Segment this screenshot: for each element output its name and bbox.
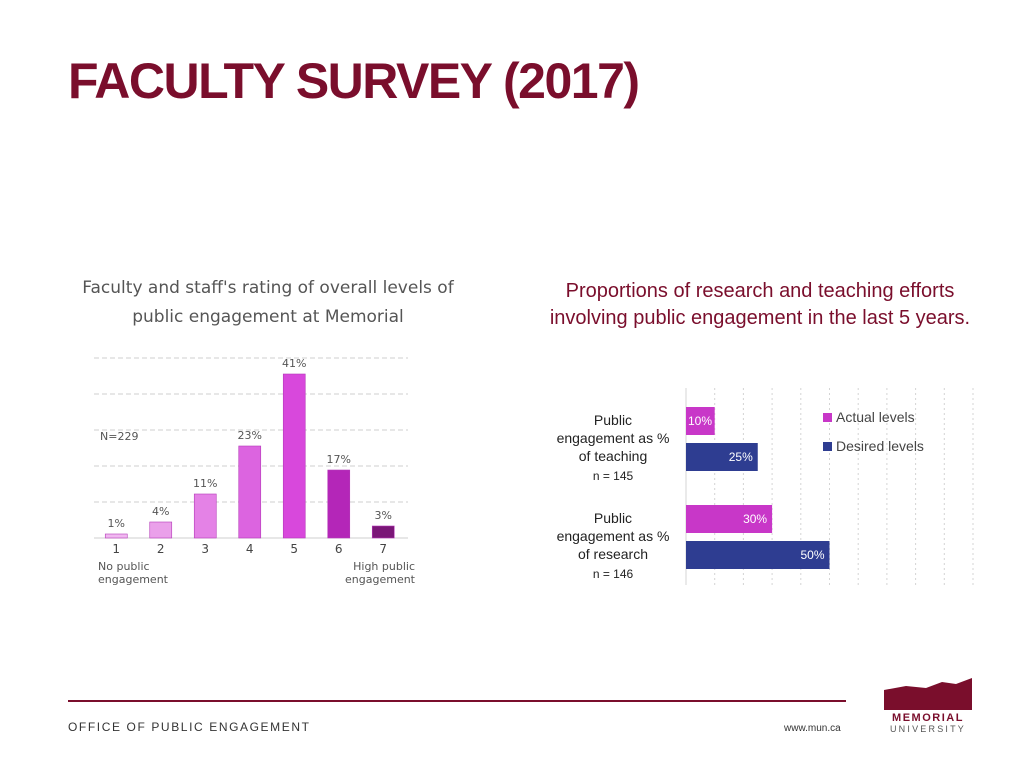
data-label-desired-teaching: 25% xyxy=(729,450,753,464)
value-label-rating-7: 3% xyxy=(375,509,392,522)
legend-swatch-actual xyxy=(823,413,832,422)
tick-label-7: 7 xyxy=(379,542,387,556)
data-label-actual-teaching: 10% xyxy=(688,414,712,428)
bar-rating-5 xyxy=(282,373,306,539)
legend-label-actual: Actual levels xyxy=(836,409,915,425)
logo-text-memorial: MEMORIAL xyxy=(892,712,964,724)
bar-rating-3 xyxy=(193,493,217,539)
memorial-university-logo: MEMORIAL UNIVERSITY xyxy=(884,678,972,734)
left-chart-title-line-1: Faculty and staff's rating of overall le… xyxy=(82,278,454,298)
category-label-line-2: engagement as % xyxy=(557,528,670,544)
sample-size-label: N=229 xyxy=(100,430,138,443)
engagement-bar-chart: 10% 25% Public engagement as % of teaching n … xyxy=(557,388,974,585)
value-label-rating-3: 11% xyxy=(193,477,217,490)
category-label-line-3: of teaching xyxy=(579,448,648,464)
bar-rating-1 xyxy=(104,533,128,539)
actual-bar-research xyxy=(686,505,773,533)
category-label-line-1: Public xyxy=(594,412,632,428)
category-label-line-3: of research xyxy=(578,546,648,562)
value-label-rating-4: 23% xyxy=(238,429,262,442)
bar-rating-6 xyxy=(327,469,351,539)
bar-rating-7 xyxy=(371,525,395,539)
desired-bar-research xyxy=(686,541,830,569)
tick-label-1: 1 xyxy=(112,542,120,556)
data-label-actual-research: 30% xyxy=(743,512,767,526)
bar-rating-4 xyxy=(238,445,262,539)
tick-label-3: 3 xyxy=(201,542,209,556)
data-label-desired-research: 50% xyxy=(800,548,824,562)
tick-label-4: 4 xyxy=(246,542,254,556)
desired-bar-teaching xyxy=(686,443,758,471)
tick-label-5: 5 xyxy=(290,542,298,556)
high-end-label-line-1: High public xyxy=(353,560,415,573)
sample-size-teaching: n = 145 xyxy=(593,469,634,483)
logo-text-university: UNIVERSITY xyxy=(890,724,966,734)
category-label-line-1: Public xyxy=(594,510,632,526)
slide-title: FACULTY SURVEY (2017) xyxy=(68,53,640,109)
actual-bar-teaching xyxy=(686,407,715,435)
value-label-rating-2: 4% xyxy=(152,505,169,518)
logo-flag-shape xyxy=(884,678,972,710)
footer-office-name: OFFICE OF PUBLIC ENGAGEMENT xyxy=(68,720,311,734)
footer-url[interactable]: www.mun.ca xyxy=(784,723,841,734)
tick-label-6: 6 xyxy=(335,542,343,556)
tick-label-2: 2 xyxy=(157,542,165,556)
sample-size-research: n = 146 xyxy=(593,567,634,581)
legend-label-desired: Desired levels xyxy=(836,438,924,454)
bar-rating-2 xyxy=(149,521,173,539)
left-chart-title: Faculty and staff's rating of overall le… xyxy=(58,274,478,332)
value-label-rating-5: 41% xyxy=(282,357,306,370)
low-end-label-line-1: No public xyxy=(98,560,150,573)
category-label-line-2: engagement as % xyxy=(557,430,670,446)
low-end-label-line-2: engagement xyxy=(98,573,169,586)
footer-divider xyxy=(68,700,846,702)
right-chart-title: Proportions of research and teaching eff… xyxy=(549,280,971,329)
legend-swatch-desired xyxy=(823,442,832,451)
high-end-label-line-2: engagement xyxy=(345,573,416,586)
value-label-rating-1: 1% xyxy=(108,517,125,530)
value-label-rating-6: 17% xyxy=(327,453,351,466)
left-chart-title-line-2: public engagement at Memorial xyxy=(132,307,404,327)
